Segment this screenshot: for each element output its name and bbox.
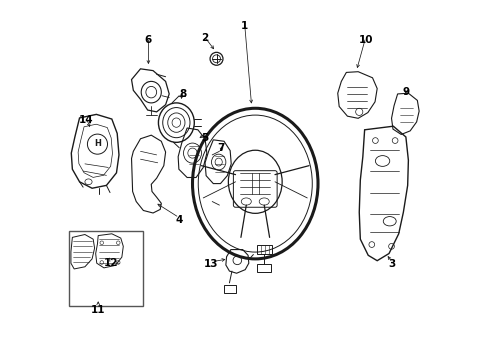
Text: 12: 12 bbox=[103, 258, 118, 268]
Bar bbox=[69, 231, 142, 306]
Text: 7: 7 bbox=[217, 143, 224, 153]
Text: H: H bbox=[94, 139, 101, 148]
Text: 8: 8 bbox=[179, 89, 186, 99]
Text: 11: 11 bbox=[91, 305, 105, 315]
Text: 1: 1 bbox=[241, 21, 247, 31]
Text: 13: 13 bbox=[204, 259, 218, 269]
Text: 14: 14 bbox=[79, 115, 93, 125]
Bar bbox=[257, 245, 271, 254]
Text: 5: 5 bbox=[201, 133, 208, 143]
Text: 3: 3 bbox=[387, 259, 394, 269]
Text: 4: 4 bbox=[175, 215, 183, 225]
Text: 9: 9 bbox=[402, 87, 408, 97]
Bar bbox=[223, 285, 236, 293]
Text: 10: 10 bbox=[358, 35, 372, 45]
Bar bbox=[257, 264, 270, 272]
Text: 6: 6 bbox=[144, 35, 152, 45]
Text: 2: 2 bbox=[200, 33, 207, 43]
